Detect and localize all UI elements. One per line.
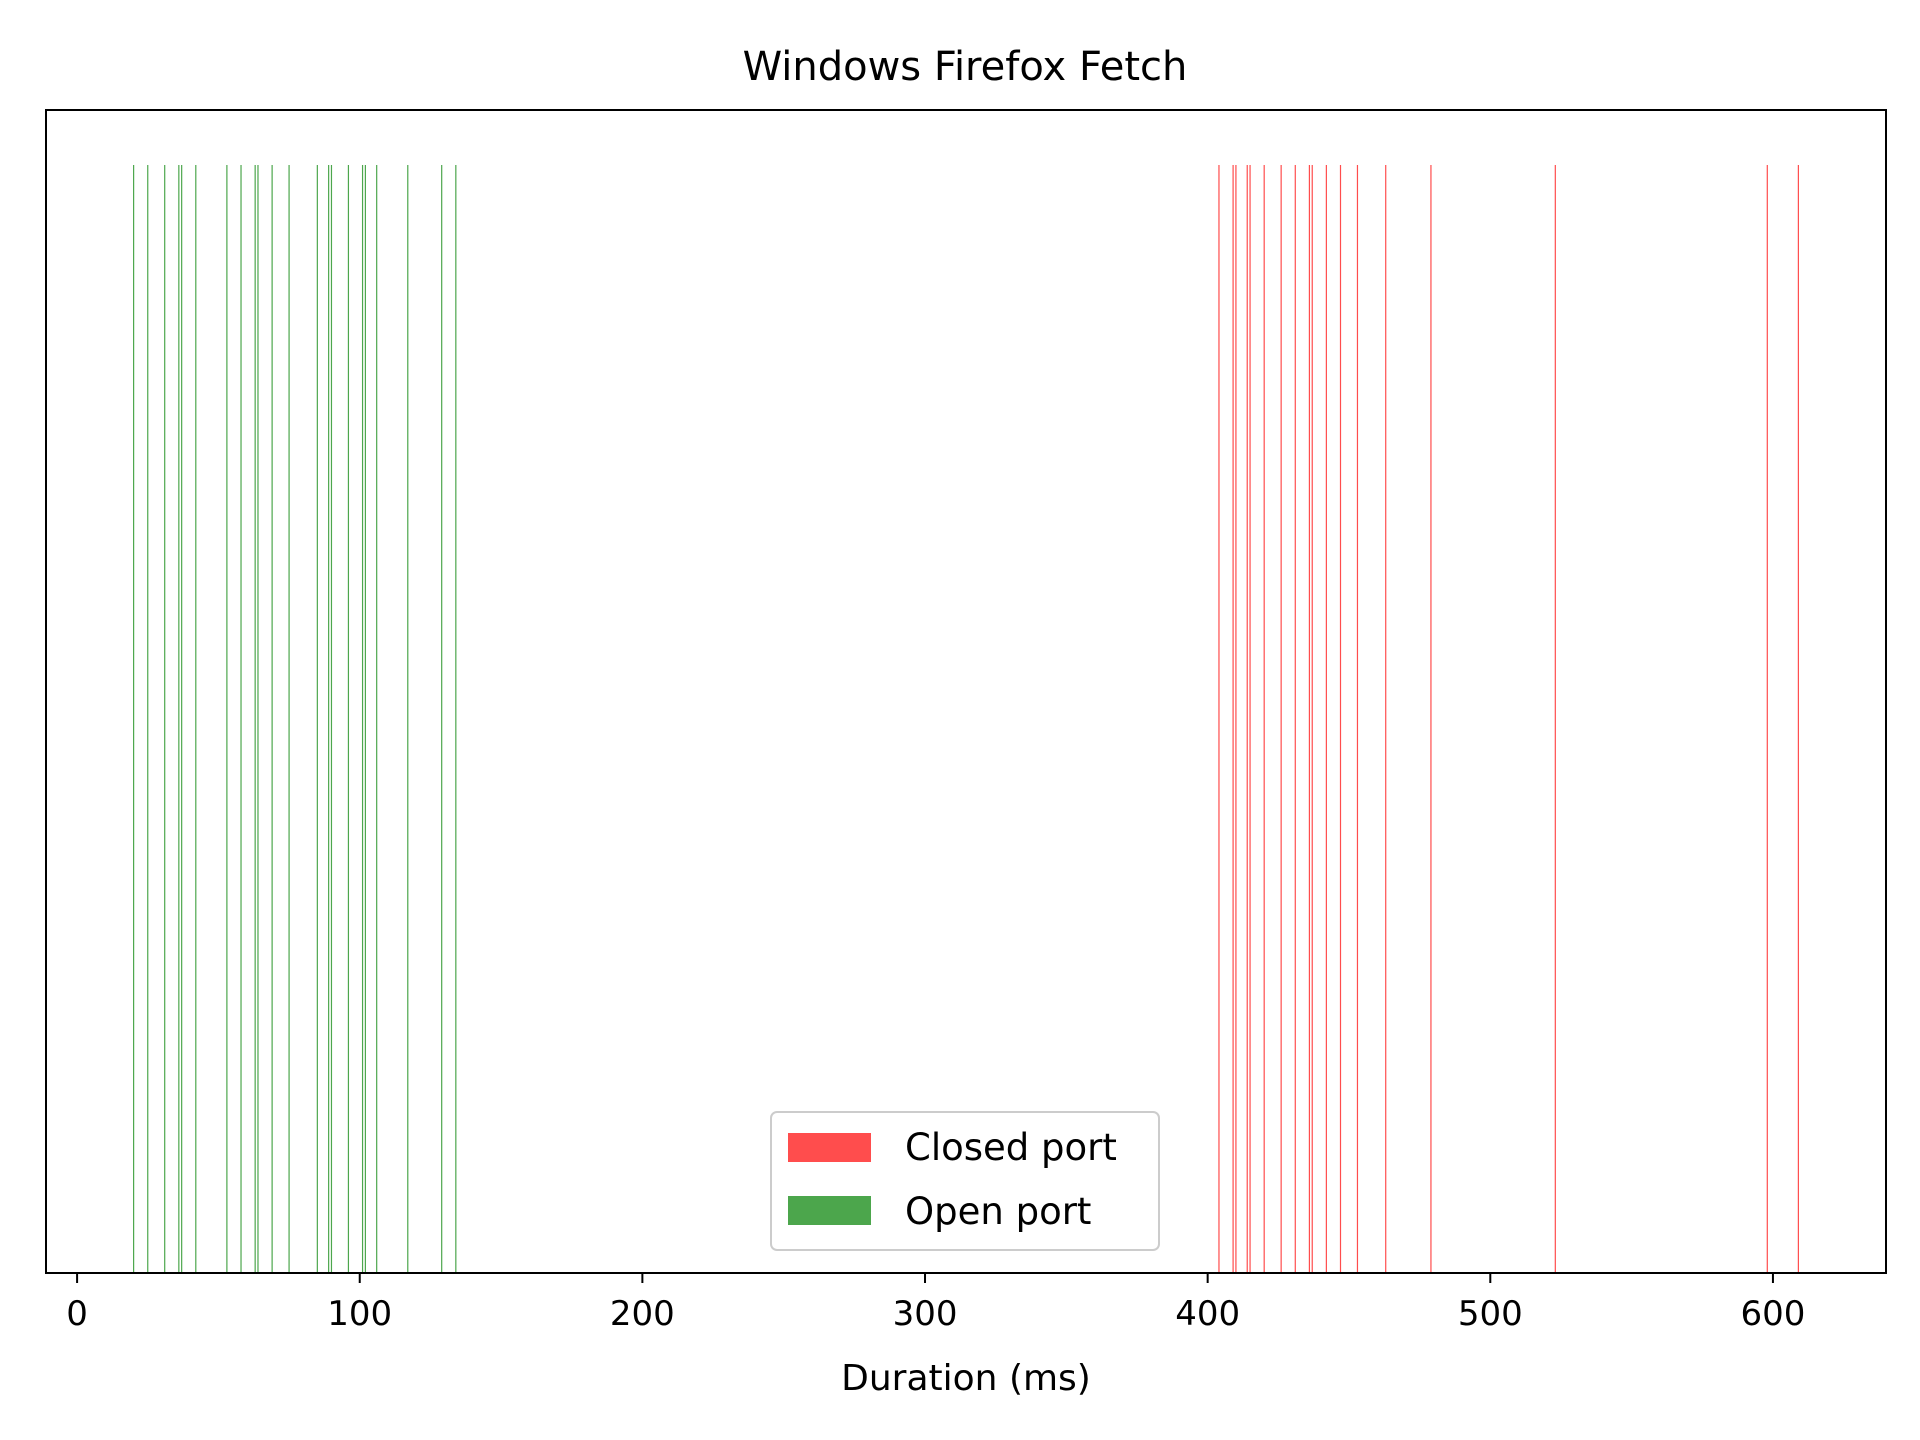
- x-axis-label: Duration (ms): [841, 1358, 1091, 1399]
- legend-swatch-open-port: [788, 1196, 871, 1225]
- x-axis: 0 100 200 300 400 500 600: [66, 1273, 1805, 1334]
- plot-frame: [45, 109, 1887, 1274]
- legend-swatch-closed-port: [788, 1133, 871, 1162]
- x-tick-label: 500: [1458, 1294, 1523, 1334]
- event-lines: [133, 165, 1799, 1272]
- legend-label-closed-port: Closed port: [905, 1126, 1117, 1169]
- legend-label-open-port: Open port: [905, 1190, 1091, 1233]
- x-tick-label: 300: [893, 1294, 958, 1334]
- x-tick-label: 0: [66, 1294, 88, 1334]
- x-tick-label: 100: [327, 1294, 392, 1334]
- x-tick-label: 400: [1175, 1294, 1240, 1334]
- chart-title: Windows Firefox Fetch: [743, 44, 1188, 90]
- x-tick-label: 600: [1740, 1294, 1805, 1334]
- legend: Closed port Open port: [770, 1111, 1160, 1251]
- x-tick-label: 200: [610, 1294, 675, 1334]
